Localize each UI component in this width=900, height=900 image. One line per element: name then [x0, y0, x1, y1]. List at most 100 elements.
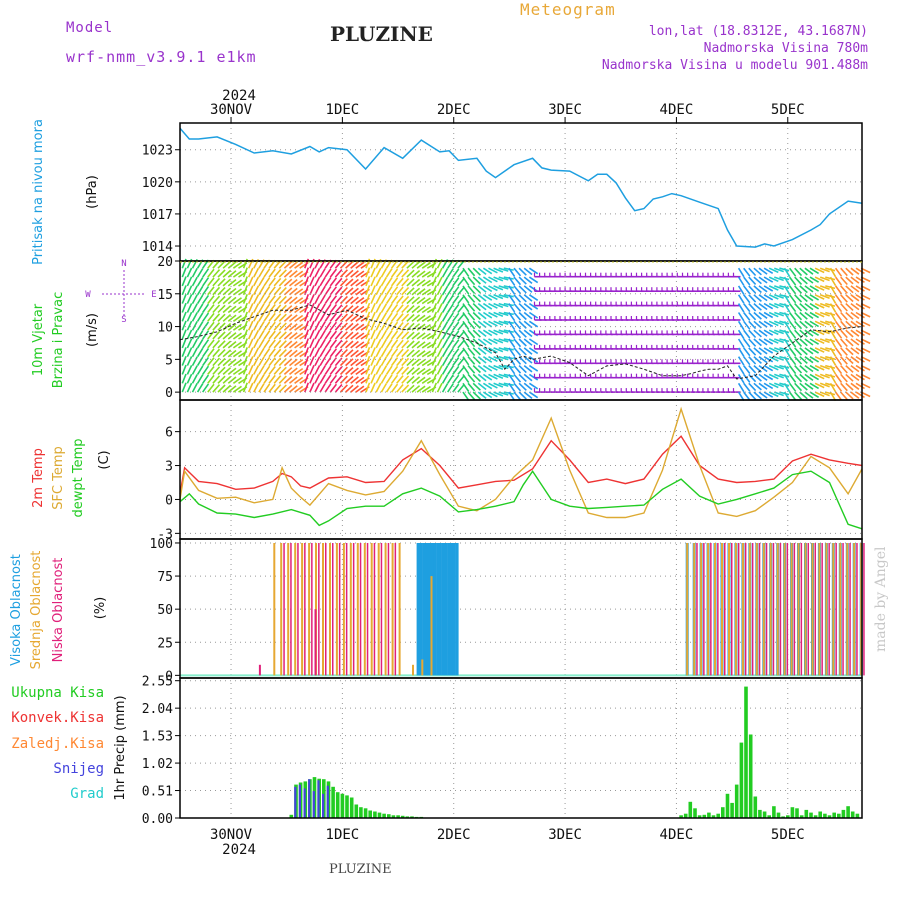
wind-barb [212, 384, 221, 393]
wind-barb [523, 373, 533, 382]
wind-barb [186, 267, 193, 278]
wind-barb [232, 350, 242, 358]
wind-barb [416, 288, 426, 296]
wind-barb [339, 375, 348, 384]
wind-barb [186, 382, 193, 393]
wind-barb [809, 382, 820, 390]
wind-barb [508, 303, 516, 313]
wind-barb [840, 285, 848, 294]
wind-barb [329, 383, 338, 393]
wind-barb [202, 312, 210, 322]
wind-barb [385, 330, 393, 340]
wind-barb [345, 278, 354, 287]
wind-barb [370, 267, 376, 278]
precip-bar-total [391, 815, 396, 818]
cloud-bars [180, 543, 865, 677]
wind-ytick-label: 10 [157, 321, 173, 336]
wind-barb [278, 384, 287, 393]
wind-barb [467, 311, 476, 321]
wind-barb [477, 320, 487, 329]
wind-barb [273, 339, 282, 349]
cloud-bar-high [450, 543, 453, 676]
wind-barb [493, 294, 504, 300]
wind-barb [222, 358, 232, 367]
cloud-bar-low [717, 543, 719, 676]
wind-unit-label: (m/s) [85, 313, 100, 347]
station-elevation: Nadmorska Visina 780m [703, 41, 868, 56]
wind-barb [334, 339, 343, 349]
wind-barb [329, 330, 338, 340]
wind-barb [212, 357, 221, 367]
compass-e: E [151, 290, 156, 300]
compass-w: W [85, 290, 91, 300]
wind-barb [212, 286, 221, 296]
wind-barb [768, 320, 779, 327]
wind-barb [779, 329, 790, 334]
wind-barb [819, 267, 830, 273]
wind-barb [845, 320, 854, 329]
wind-barb [788, 312, 797, 321]
wind-barb [283, 314, 293, 322]
wind-barb [324, 347, 332, 358]
precip-bar-total [832, 812, 836, 818]
wind-barb [314, 338, 321, 349]
wind-barb [314, 347, 321, 358]
wind-barb [355, 350, 365, 358]
wind-barb [523, 311, 533, 320]
wind-barb [518, 329, 527, 338]
wind-barb [283, 322, 293, 331]
wind-barb [242, 338, 248, 349]
wind-barb [390, 304, 399, 313]
wind-barb [779, 276, 790, 281]
wind-barb [814, 338, 825, 345]
wind-barb [794, 285, 803, 294]
wind-barb [411, 367, 421, 376]
wind-barb [247, 267, 254, 278]
wind-barb [380, 374, 388, 384]
cloud-unit-label: (%) [93, 597, 108, 620]
wind-barb [763, 276, 774, 283]
cloud-bar-low [835, 543, 837, 676]
precip-bar-snow [322, 793, 325, 818]
wind-barb [447, 383, 454, 393]
wind-barb [482, 302, 493, 310]
cloud-bar-low [779, 543, 782, 676]
wind-barb [222, 349, 232, 358]
wind-barb [829, 347, 837, 357]
wind-barb [365, 373, 371, 384]
pressure-unit-label: (hPa) [85, 175, 100, 209]
wind-barb [390, 357, 399, 367]
wind-barb [814, 391, 825, 398]
wind-barb [763, 382, 774, 390]
wind-barb [528, 373, 539, 381]
model-name: wrf-nmm_v3.9.1 e1km [66, 48, 257, 66]
wind-barb [840, 303, 848, 312]
wind-barb [794, 267, 803, 277]
wind-barb [263, 312, 271, 322]
wind-barb [472, 320, 481, 329]
wind-barb [421, 377, 431, 384]
wind-barb [380, 285, 388, 296]
wind-barb [840, 356, 848, 365]
wind-barb [339, 286, 348, 296]
wind-barb [850, 338, 860, 346]
wind-barb [314, 303, 321, 313]
wind-barb [804, 267, 814, 275]
wind-barb [482, 338, 493, 346]
wind-barb [431, 329, 438, 340]
wind-barb [380, 383, 388, 393]
wind-barb [212, 277, 221, 287]
cloud-bar-mid [818, 543, 821, 676]
cloud-bar-low [297, 543, 299, 676]
wind-barb [774, 311, 784, 317]
wind-barb [493, 355, 504, 362]
wind-barb [477, 311, 487, 320]
precip-bar-snow [317, 780, 320, 818]
wind-barb [416, 305, 426, 314]
wind-barb [523, 285, 533, 293]
wind-barb [467, 391, 476, 401]
cloud-bar-high [427, 543, 431, 676]
temperature-line-red [179, 435, 863, 494]
wind-barb [845, 356, 854, 365]
wind-barb [247, 364, 254, 375]
